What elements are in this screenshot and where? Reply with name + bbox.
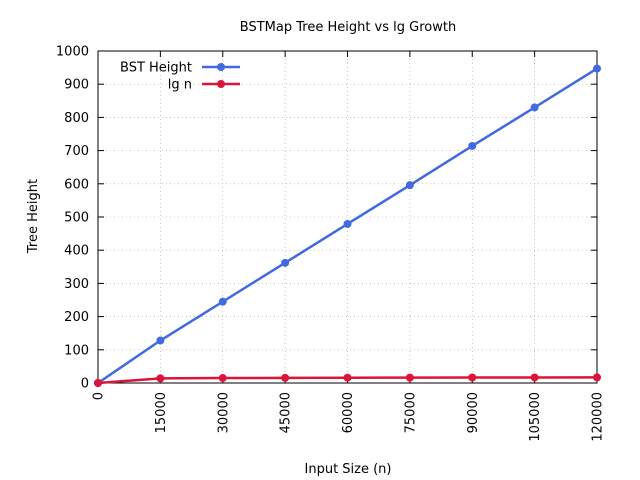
y-tick-label: 0 bbox=[81, 377, 89, 392]
data-point-bst-height bbox=[405, 181, 414, 190]
data-point-lg-n bbox=[593, 373, 601, 382]
x-tick-label: 120000 bbox=[591, 392, 606, 442]
data-point-lg-n bbox=[468, 373, 477, 382]
data-point-bst-height bbox=[468, 141, 477, 150]
x-tick-label: 90000 bbox=[466, 392, 481, 433]
y-tick-label: 1000 bbox=[56, 45, 89, 60]
data-point-lg-n bbox=[94, 379, 102, 387]
y-tick-label: 400 bbox=[64, 244, 89, 259]
data-point-bst-height bbox=[281, 258, 290, 267]
y-tick-label: 100 bbox=[64, 343, 89, 358]
x-axis-label: Input Size (n) bbox=[305, 462, 392, 477]
data-point-bst-height bbox=[343, 219, 352, 228]
data-point-lg-n bbox=[343, 373, 352, 382]
legend-swatch-point-lg-n bbox=[217, 80, 225, 88]
data-point-bst-height bbox=[530, 103, 539, 112]
x-tick-label: 75000 bbox=[403, 392, 418, 433]
y-tick-label: 800 bbox=[64, 111, 89, 126]
y-axis-label: Tree Height bbox=[26, 179, 41, 254]
data-point-lg-n bbox=[156, 374, 165, 383]
chart-title: BSTMap Tree Height vs lg Growth bbox=[240, 20, 456, 35]
data-point-bst-height bbox=[156, 336, 165, 345]
x-tick-label: 30000 bbox=[216, 392, 231, 433]
y-tick-label: 700 bbox=[64, 144, 89, 159]
x-tick-label: 105000 bbox=[528, 392, 543, 442]
x-tick-label: 60000 bbox=[341, 392, 356, 433]
data-point-lg-n bbox=[281, 373, 290, 382]
data-point-bst-height bbox=[593, 64, 601, 73]
y-tick-label: 200 bbox=[64, 310, 89, 325]
data-point-bst-height bbox=[218, 297, 227, 306]
y-tick-label: 300 bbox=[64, 277, 89, 292]
data-point-lg-n bbox=[405, 373, 414, 382]
legend-swatch-point-bst-height bbox=[217, 63, 225, 71]
axes: 0 100 200 300 400 500 600 700 800 900 1000 0 15000 30… bbox=[56, 45, 606, 442]
x-tick-label: 15000 bbox=[154, 392, 169, 433]
legend-label-bst-height: BST Height bbox=[120, 61, 192, 76]
legend: BST Height lg n bbox=[120, 61, 240, 93]
y-tick-label: 900 bbox=[64, 78, 89, 93]
x-tick-label: 0 bbox=[92, 392, 107, 400]
x-tick-label: 45000 bbox=[279, 392, 294, 433]
y-tick-label: 500 bbox=[64, 211, 89, 226]
legend-label-lg-n: lg n bbox=[168, 78, 192, 93]
series-layer bbox=[94, 64, 601, 387]
data-point-lg-n bbox=[218, 374, 227, 383]
data-point-lg-n bbox=[530, 373, 539, 382]
y-tick-label: 600 bbox=[64, 177, 89, 192]
